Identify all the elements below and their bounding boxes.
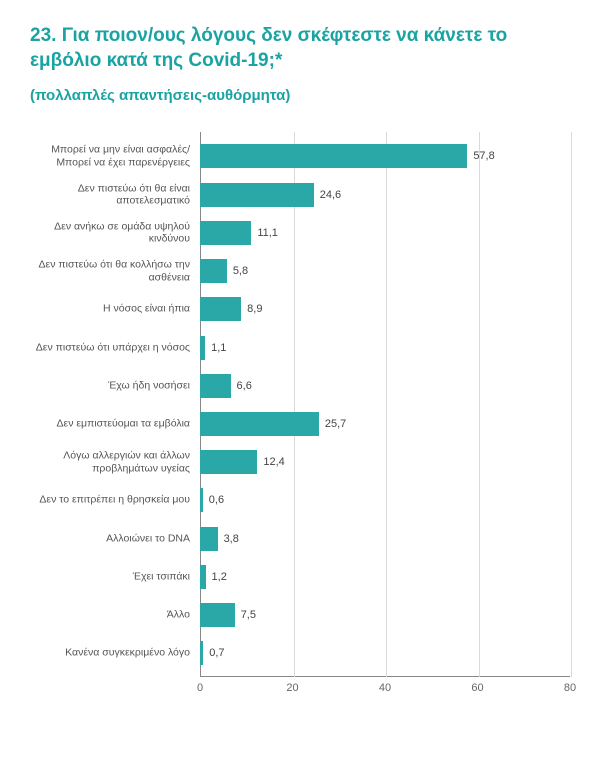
- category-label: Δεν πιστεύω ότι θα κολλήσω την ασθένεια: [30, 258, 190, 283]
- value-label: 25,7: [325, 418, 346, 430]
- chart-row: Δεν ανήκω σε ομάδα υψηλού κινδύνου 11,1: [30, 219, 570, 247]
- chart-row: Μπορεί να μην είναι ασφαλές/ Μπορεί να έ…: [30, 142, 570, 170]
- bar: [200, 221, 251, 245]
- x-tick-label: 80: [564, 682, 576, 694]
- value-label: 57,8: [473, 150, 494, 162]
- gridline: [294, 132, 295, 677]
- chart-row: Δεν πιστεύω ότι υπάρχει η νόσος 1,1: [30, 334, 570, 362]
- bar: [200, 527, 218, 551]
- category-label: Δεν εμπιστεύομαι τα εμβόλια: [30, 418, 190, 431]
- bar: [200, 259, 227, 283]
- chart-title: 23. Για ποιον/ους λόγους δεν σκέφτεστε ν…: [30, 24, 570, 73]
- chart-row: Δεν εμπιστεύομαι τα εμβόλια 25,7: [30, 410, 570, 438]
- x-tick-label: 60: [471, 682, 483, 694]
- chart-subtitle: (πολλαπλές απαντήσεις-αυθόρμητα): [30, 87, 570, 104]
- bar: [200, 488, 203, 512]
- category-label: Έχει τσιπάκι: [30, 571, 190, 584]
- value-label: 0,6: [209, 494, 224, 506]
- x-tick-label: 20: [286, 682, 298, 694]
- chart-row: Κανένα συγκεκριμένο λόγο 0,7: [30, 639, 570, 667]
- bar: [200, 412, 319, 436]
- bar: [200, 641, 203, 665]
- chart-row: Έχει τσιπάκι 1,2: [30, 563, 570, 591]
- category-label: Δεν το επιτρέπει η θρησκεία μου: [30, 494, 190, 507]
- gridline: [571, 132, 572, 677]
- bar: [200, 603, 235, 627]
- category-label: Δεν πιστεύω ότι θα είναι αποτελεσματικό: [30, 182, 190, 207]
- bar: [200, 565, 206, 589]
- value-label: 24,6: [320, 189, 341, 201]
- chart-row: Η νόσος είναι ήπια 8,9: [30, 295, 570, 323]
- gridline: [386, 132, 387, 677]
- value-label: 3,8: [224, 533, 239, 545]
- bar: [200, 450, 257, 474]
- category-label: Άλλο: [30, 609, 190, 622]
- value-label: 5,8: [233, 265, 248, 277]
- x-tick-label: 40: [379, 682, 391, 694]
- category-label: Λόγω αλλεργιών και άλλων προβλημάτων υγε…: [30, 450, 190, 475]
- chart-row: Δεν πιστεύω ότι θα κολλήσω την ασθένεια 5…: [30, 257, 570, 285]
- chart-row: Έχω ήδη νοσήσει 6,6: [30, 372, 570, 400]
- category-label: Μπορεί να μην είναι ασφαλές/ Μπορεί να έ…: [30, 144, 190, 169]
- value-label: 11,1: [257, 227, 278, 239]
- gridline: [479, 132, 480, 677]
- chart-row: Δεν πιστεύω ότι θα είναι αποτελεσματικό 2…: [30, 181, 570, 209]
- value-label: 1,2: [212, 571, 227, 583]
- chart-row: Αλλοιώνει το DNA 3,8: [30, 525, 570, 553]
- category-label: Η νόσος είναι ήπια: [30, 303, 190, 316]
- category-label: Κανένα συγκεκριμένο λόγο: [30, 647, 190, 660]
- chart-row: Άλλο 7,5: [30, 601, 570, 629]
- value-label: 1,1: [211, 342, 226, 354]
- bar-chart: Μπορεί να μην είναι ασφαλές/ Μπορεί να έ…: [30, 132, 570, 708]
- value-label: 6,6: [237, 380, 252, 392]
- value-label: 12,4: [263, 456, 284, 468]
- value-label: 7,5: [241, 609, 256, 621]
- category-label: Δεν πιστεύω ότι υπάρχει η νόσος: [30, 341, 190, 354]
- plot-area: [200, 132, 570, 677]
- category-label: Δεν ανήκω σε ομάδα υψηλού κινδύνου: [30, 220, 190, 245]
- bar: [200, 144, 467, 168]
- chart-row: Δεν το επιτρέπει η θρησκεία μου 0,6: [30, 486, 570, 514]
- value-label: 0,7: [209, 647, 224, 659]
- category-label: Έχω ήδη νοσήσει: [30, 379, 190, 392]
- category-label: Αλλοιώνει το DNA: [30, 532, 190, 545]
- chart-row: Λόγω αλλεργιών και άλλων προβλημάτων υγε…: [30, 448, 570, 476]
- value-label: 8,9: [247, 303, 262, 315]
- bar: [200, 336, 205, 360]
- bar: [200, 374, 231, 398]
- x-tick-label: 0: [197, 682, 203, 694]
- bar: [200, 297, 241, 321]
- bar: [200, 183, 314, 207]
